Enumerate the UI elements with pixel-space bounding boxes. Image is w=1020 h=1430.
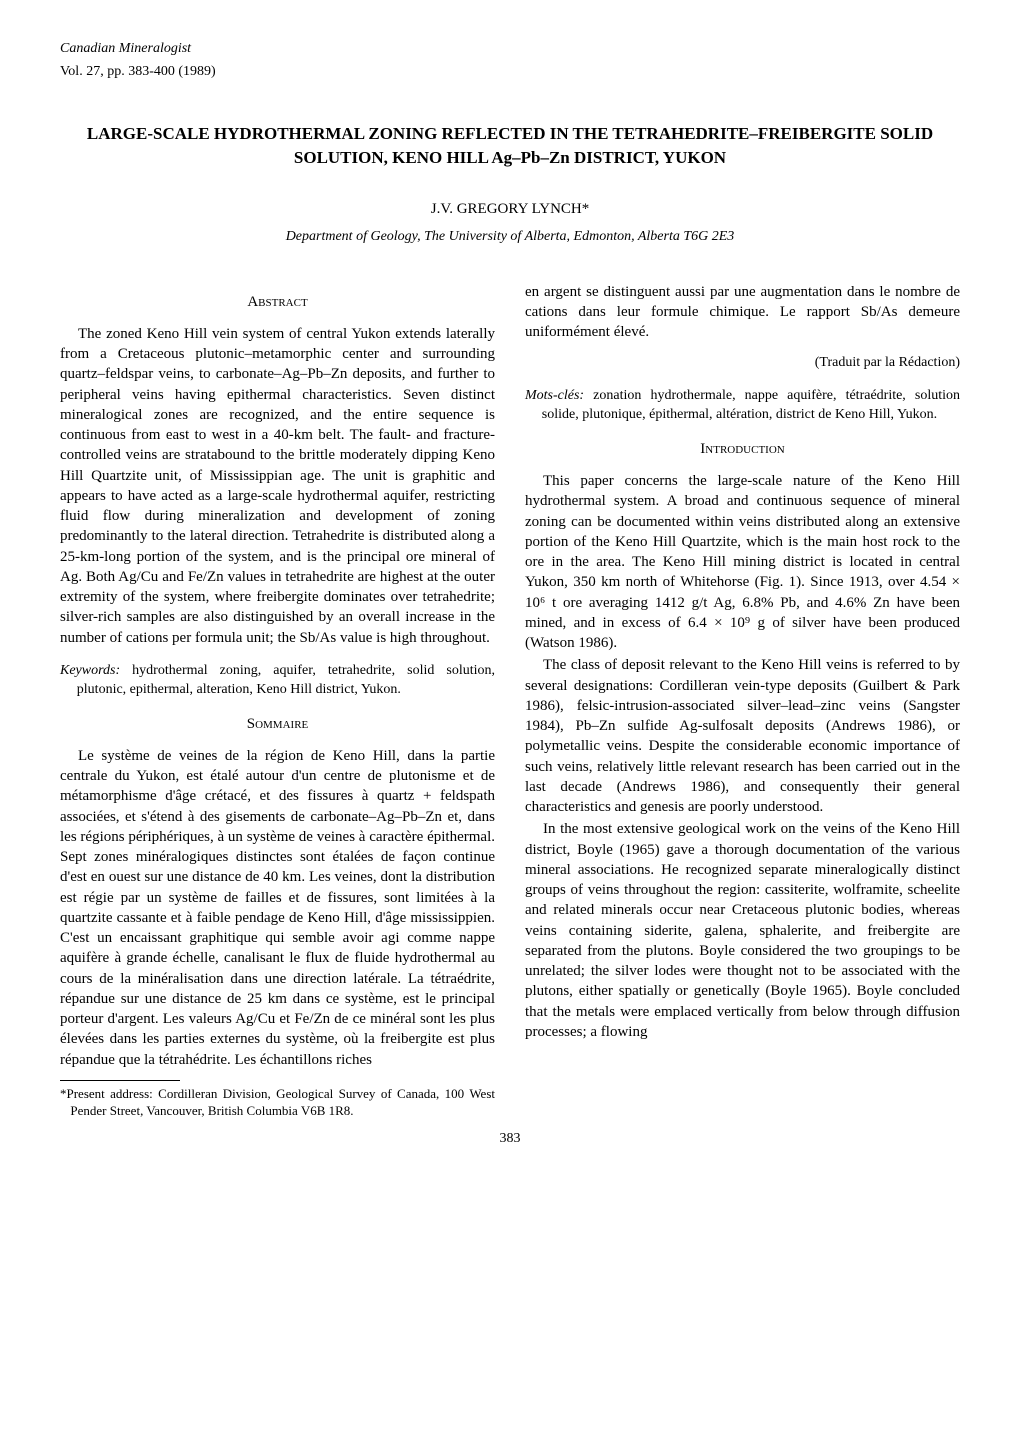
- abstract-text: The zoned Keno Hill vein system of centr…: [60, 324, 495, 648]
- keywords-label: Keywords:: [60, 663, 120, 678]
- sommaire-heading: Sommaire: [60, 714, 495, 734]
- motscles-label: Mots-clés:: [525, 388, 584, 403]
- translation-credit: (Traduit par la Rédaction): [525, 354, 960, 373]
- keywords-text: hydrothermal zoning, aquifer, tetrahedri…: [77, 663, 495, 697]
- abstract-heading: Abstract: [60, 292, 495, 312]
- intro-paragraph-3: In the most extensive geological work on…: [525, 819, 960, 1042]
- keywords: Keywords: hydrothermal zoning, aquifer, …: [60, 662, 495, 700]
- mots-cles: Mots-clés: zonation hydrothermale, nappe…: [525, 387, 960, 425]
- sommaire-continuation: en argent se distinguent aussi par une a…: [525, 282, 960, 343]
- footnote-rule: [60, 1080, 180, 1081]
- two-column-body: Abstract The zoned Keno Hill vein system…: [60, 282, 960, 1120]
- article-title: LARGE-SCALE HYDROTHERMAL ZONING REFLECTE…: [60, 122, 960, 170]
- affiliation: Department of Geology, The University of…: [60, 228, 960, 247]
- left-column: Abstract The zoned Keno Hill vein system…: [60, 282, 495, 1120]
- volume-info: Vol. 27, pp. 383-400 (1989): [60, 63, 960, 82]
- journal-header: Canadian Mineralogist: [60, 40, 960, 59]
- sommaire-text: Le système de veines de la région de Ken…: [60, 746, 495, 1070]
- right-column: en argent se distinguent aussi par une a…: [525, 282, 960, 1120]
- introduction-heading: Introduction: [525, 439, 960, 459]
- intro-paragraph-2: The class of deposit relevant to the Ken…: [525, 655, 960, 817]
- page-number: 383: [60, 1130, 960, 1149]
- motscles-text: zonation hydrothermale, nappe aquifère, …: [542, 388, 960, 422]
- author-name: J.V. GREGORY LYNCH*: [60, 199, 960, 219]
- intro-paragraph-1: This paper concerns the large-scale natu…: [525, 471, 960, 653]
- footnote: *Present address: Cordilleran Division, …: [60, 1085, 495, 1120]
